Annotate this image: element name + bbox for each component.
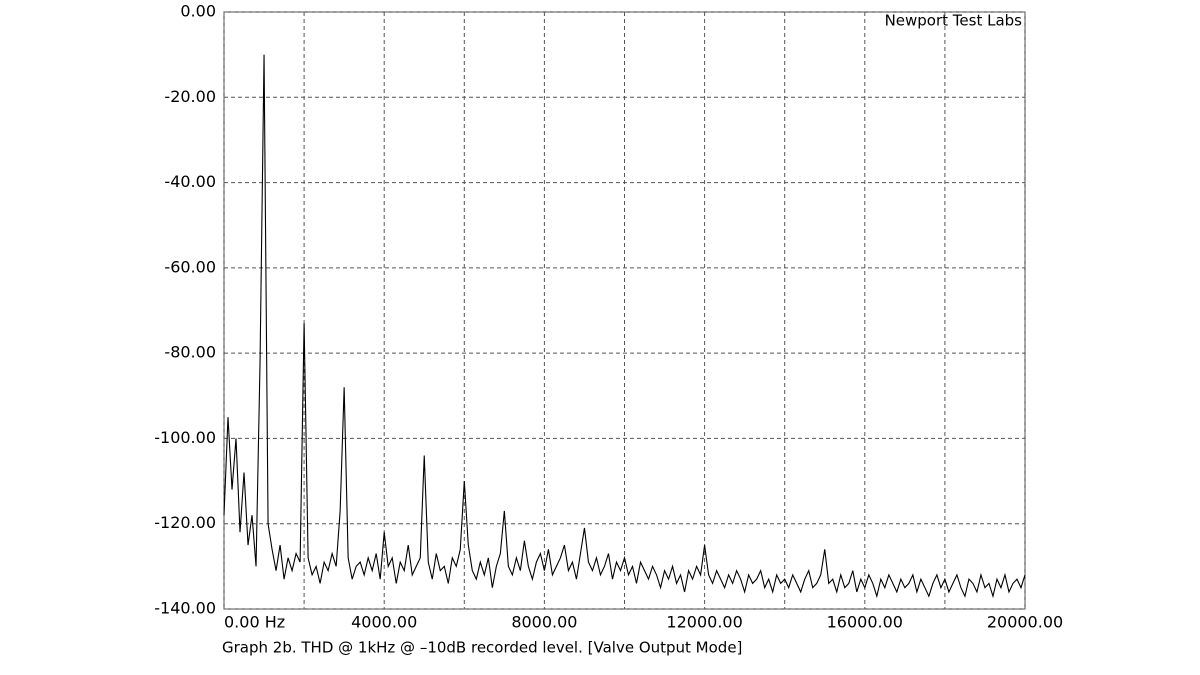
y-tick-label: -120.00 <box>154 513 216 532</box>
x-tick-label: 8000.00 <box>511 613 577 632</box>
x-tick-label: 20000.00 <box>987 613 1063 632</box>
x-tick-label: 0.00 Hz <box>224 613 285 632</box>
y-tick-label: -40.00 <box>164 172 216 191</box>
x-tick-label: 4000.00 <box>351 613 417 632</box>
y-tick-label: -80.00 <box>164 343 216 362</box>
y-tick-label: -20.00 <box>164 87 216 106</box>
annotation: Newport Test Labs <box>885 12 1023 30</box>
spectrum-line <box>223 54 1026 599</box>
caption: Graph 2b. THD @ 1kHz @ –10dB recorded le… <box>222 639 742 657</box>
x-tick-label: 16000.00 <box>827 613 903 632</box>
y-tick-label: -100.00 <box>154 428 216 447</box>
x-tick-label: 12000.00 <box>666 613 742 632</box>
y-tick-label: -60.00 <box>164 257 216 276</box>
y-tick-label: -140.00 <box>154 599 216 618</box>
y-tick-label: 0.00 <box>180 2 216 21</box>
